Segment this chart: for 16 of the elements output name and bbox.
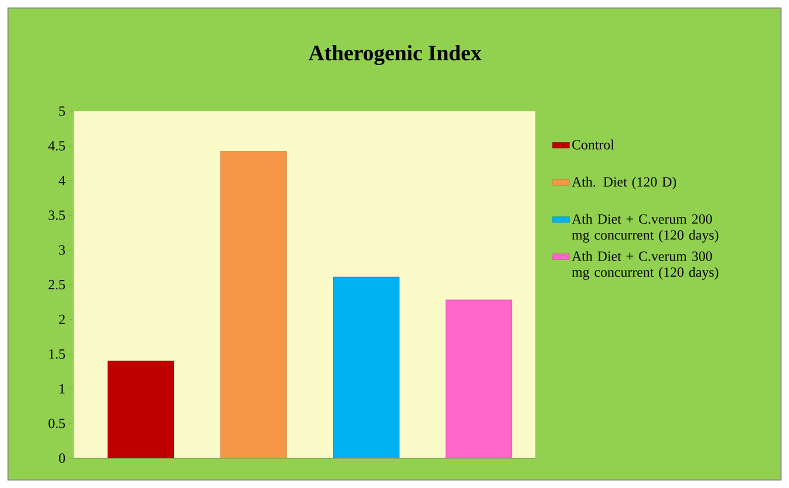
y-tick-label: 4 [58, 176, 66, 186]
y-tick-label: 4.5 [48, 141, 65, 151]
y-tick-label: 1 [60, 384, 65, 394]
y-tick-label: 2.5 [48, 280, 65, 290]
chart-title: Atherogenic Index [308, 44, 482, 66]
y-tick-label: 3.5 [48, 210, 65, 220]
legend-label: Ath. Diet (120 D) [572, 176, 676, 190]
y-tick-label: 5 [59, 106, 65, 116]
y-tick-label: 3 [59, 245, 65, 255]
legend-label: Ath Diet + C.verum 300 mg concurrent (120 days) [572, 251, 718, 280]
y-tick-label: 1.5 [49, 349, 65, 359]
legend-label: Control [572, 140, 614, 150]
y-tick-label: 0 [59, 453, 65, 463]
legend-label: Ath Diet + C.verum 200 mg concurrent (120 days) [572, 214, 718, 243]
y-tick-label: 0.5 [48, 418, 65, 428]
y-tick-label: 2 [59, 314, 65, 324]
